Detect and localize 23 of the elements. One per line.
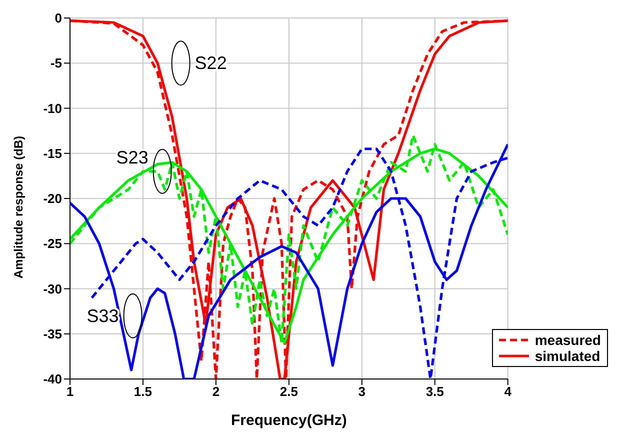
y-tick-label: -40 <box>43 372 62 387</box>
y-tick-label: -25 <box>43 236 62 252</box>
x-tick-label: 2 <box>212 384 220 400</box>
y-tick-label: -30 <box>43 281 62 296</box>
y-tick-label: -35 <box>43 326 62 342</box>
annotation: S22 <box>194 53 227 74</box>
annotation: S23 <box>116 147 148 168</box>
x-tick-label: 3 <box>358 384 366 400</box>
y-axis-title: Amplitude response (dB) <box>11 136 26 278</box>
legend-label: measured <box>534 332 601 348</box>
annotation: S33 <box>86 306 119 326</box>
y-tick-label: -15 <box>43 146 62 161</box>
x-tick-label: 3.5 <box>426 384 444 400</box>
legend-label: simulated <box>534 348 600 364</box>
x-tick-label: 1 <box>66 384 74 400</box>
x-tick-label: 2.5 <box>280 384 298 400</box>
x-tick-label: 1.5 <box>134 384 152 400</box>
y-tick-label: -10 <box>43 100 62 116</box>
x-axis-title: Frequency(GHz) <box>230 412 347 429</box>
y-tick-label: 0 <box>54 10 62 26</box>
y-tick-label: -5 <box>50 56 62 71</box>
y-tick-label: -20 <box>43 191 62 206</box>
x-tick-label: 4 <box>504 384 512 400</box>
